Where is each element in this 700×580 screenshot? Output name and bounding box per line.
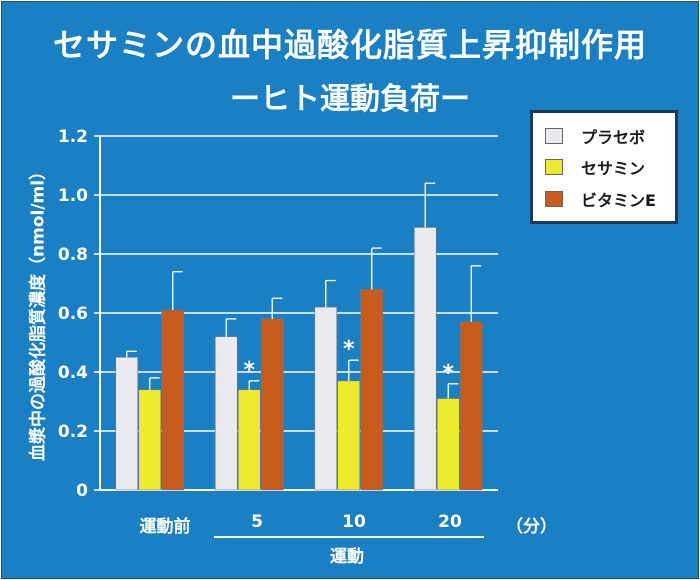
legend-swatch-vitamin-e (545, 191, 563, 207)
bar-sesamin-0 (138, 389, 162, 491)
bar-vitamin-e-2 (360, 289, 384, 491)
legend-swatch-placebo (545, 128, 563, 144)
bar-placebo-0 (115, 356, 139, 491)
x-axis-unit: （分） (506, 517, 557, 537)
bar-sesamin-3 (436, 398, 460, 491)
y-tick-label: 0.8 (58, 245, 88, 265)
legend-item-placebo: プラセボ (545, 125, 645, 147)
y-tick-label: 0.2 (58, 422, 88, 442)
legend-item-vitamin-e: ビタミンE (545, 188, 656, 210)
significance-marker: * (442, 361, 454, 386)
legend-item-sesamin: セサミン (545, 156, 645, 178)
bar-sesamin-2 (337, 380, 361, 491)
bar-placebo-1 (214, 336, 238, 491)
significance-marker: * (243, 358, 255, 383)
x-tick-label-3: 20 (438, 512, 462, 532)
x-tick-label-2: 10 (342, 512, 366, 532)
x-tick-label-0: 運動前 (139, 517, 191, 537)
chart-title: セサミンの血中過酸化脂質上昇抑制作用 (52, 26, 647, 64)
y-tick-label: 1.0 (58, 186, 88, 206)
legend-label-placebo: プラセボ (581, 128, 646, 147)
legend-label-sesamin: セサミン (581, 159, 646, 178)
x-tick-label-1: 5 (251, 512, 263, 532)
bar-placebo-3 (413, 227, 437, 491)
legend-swatch-sesamin (545, 159, 563, 175)
legend-label-vitamin-e: ビタミンE (581, 191, 656, 210)
y-tick-label: 1.2 (58, 127, 88, 147)
x-group-label: 運動 (330, 547, 364, 567)
bar-placebo-2 (314, 306, 338, 491)
chart-subtitle: ーヒト運動負荷ー (230, 82, 470, 117)
y-axis-label: 血漿中の過酸化脂質濃度（nmol/ml） (28, 162, 49, 462)
significance-marker: * (343, 337, 355, 362)
bar-vitamin-e-0 (161, 309, 185, 491)
y-tick-label: 0.6 (58, 304, 88, 324)
y-tick-label: 0 (76, 481, 88, 501)
legend: プラセボ セサミン ビタミンE (530, 110, 678, 224)
y-tick-label: 0.4 (58, 363, 88, 383)
bar-vitamin-e-1 (260, 318, 284, 491)
bar-vitamin-e-3 (459, 321, 483, 491)
bar-sesamin-1 (237, 389, 261, 491)
